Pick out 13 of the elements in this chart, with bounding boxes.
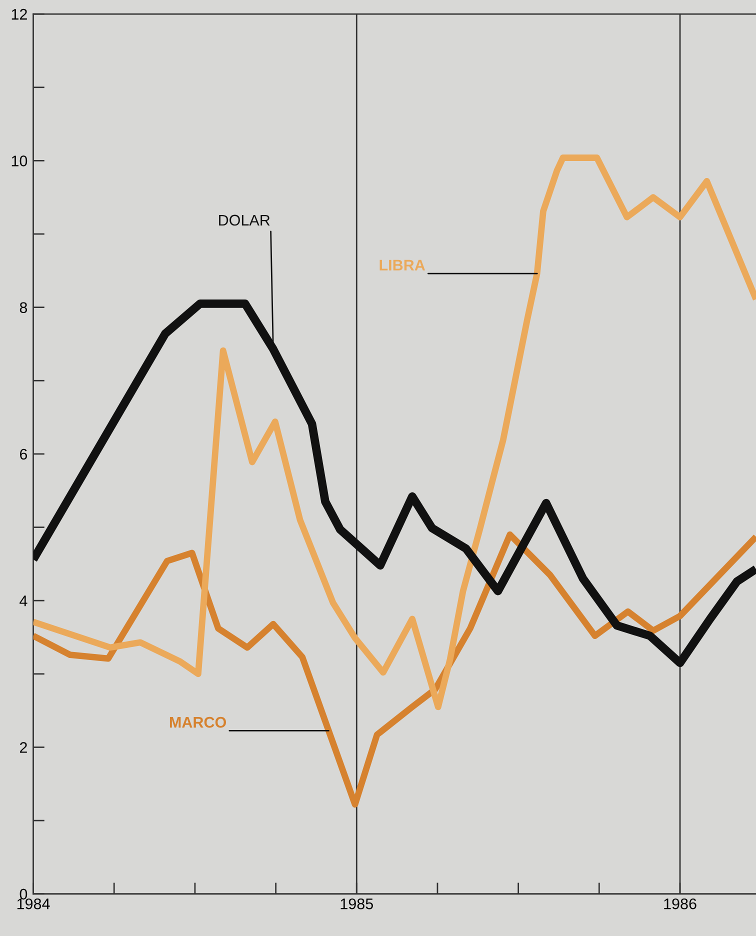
y-tick-label: 12 <box>12 8 27 20</box>
x-tick-label: 1985 <box>340 898 373 910</box>
y-tick-label: 0 <box>20 888 28 900</box>
text: DOLAR <box>219 214 270 226</box>
y-tick-label: 2 <box>20 742 27 753</box>
x-tick-label: 1984 <box>17 898 50 910</box>
text: LIBRA <box>380 260 426 270</box>
text: MARCO <box>170 716 226 728</box>
y-tick-label: 6 <box>20 448 28 460</box>
y-tick-label: 8 <box>20 302 28 314</box>
x-tick-label: 1986 <box>664 898 696 910</box>
y-tick-label: 10 <box>12 156 28 166</box>
y-tick-label: 4 <box>20 596 28 606</box>
